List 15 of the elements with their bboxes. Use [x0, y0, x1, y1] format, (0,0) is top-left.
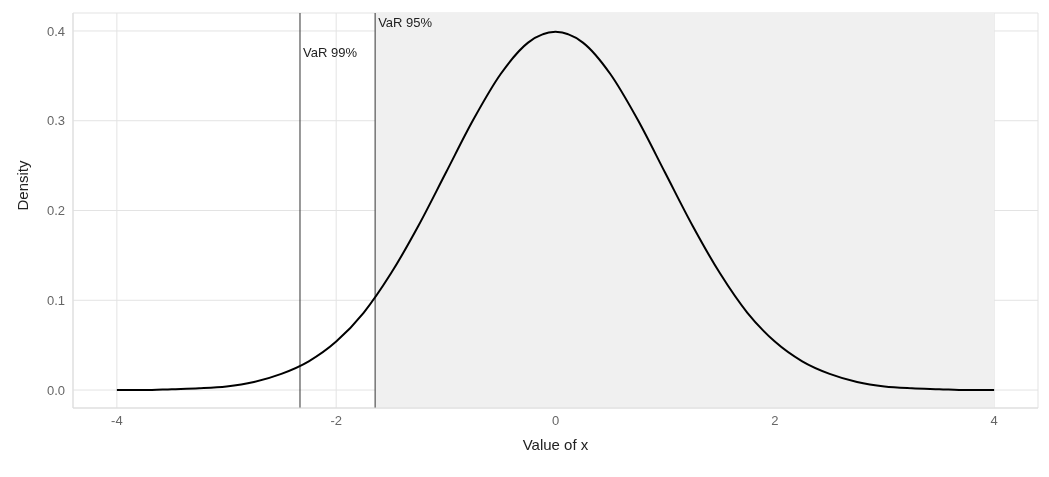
ref-line-label: VaR 99% [303, 45, 358, 61]
x-tick-label: 0 [551, 413, 560, 429]
x-tick-label: -2 [330, 413, 342, 429]
x-axis-title: Value of x [522, 436, 589, 453]
y-tick-label: 0.1 [46, 292, 65, 308]
x-tick-label: 2 [771, 413, 779, 429]
x-tick-label: -4 [111, 413, 123, 429]
ref-line-label: VaR 95% [378, 15, 433, 31]
y-tick-label: 0.2 [46, 203, 65, 219]
y-tick-label: 0.3 [46, 113, 65, 129]
y-tick-label: 0.0 [46, 382, 65, 398]
line-series [115, 30, 996, 392]
x-tick-label: 4 [990, 413, 998, 429]
y-axis-title: Density [14, 159, 32, 211]
y-tick-label: 0.4 [46, 23, 65, 39]
